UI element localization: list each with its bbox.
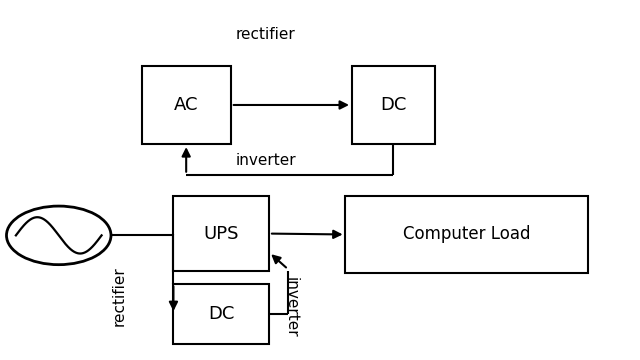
Text: inverter: inverter	[236, 153, 296, 168]
FancyBboxPatch shape	[173, 196, 269, 271]
Text: UPS: UPS	[204, 225, 239, 243]
Text: Computer Load: Computer Load	[403, 225, 531, 243]
Text: inverter: inverter	[284, 276, 299, 337]
FancyBboxPatch shape	[352, 66, 435, 144]
Text: DC: DC	[208, 305, 234, 323]
FancyBboxPatch shape	[141, 66, 231, 144]
FancyBboxPatch shape	[173, 284, 269, 344]
FancyBboxPatch shape	[346, 196, 588, 273]
Text: rectifier: rectifier	[112, 266, 127, 326]
Text: DC: DC	[380, 96, 406, 114]
Text: AC: AC	[174, 96, 198, 114]
Text: rectifier: rectifier	[236, 27, 296, 42]
